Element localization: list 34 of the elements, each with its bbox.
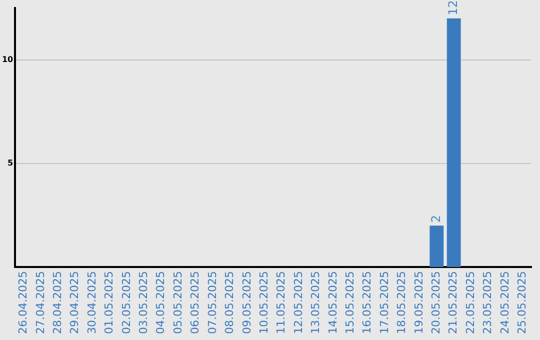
x-tick-label: 10.05.2025 [257, 271, 270, 334]
x-tick-label: 17.05.2025 [378, 271, 391, 334]
x-tick-label: 29.04.2025 [68, 271, 82, 334]
x-tick-label: 13.05.2025 [309, 271, 322, 334]
x-tick-label: 01.05.2025 [102, 271, 116, 334]
x-tick-label: 22.05.2025 [464, 271, 477, 334]
x-tick-label: 28.04.2025 [51, 271, 64, 334]
data-label: 2 [428, 214, 443, 223]
x-tick-label: 08.05.2025 [223, 271, 236, 334]
x-tick-label: 23.05.2025 [481, 271, 494, 334]
x-tick-label: 07.05.2025 [206, 271, 219, 334]
x-tick-label: 24.05.2025 [498, 271, 512, 334]
x-tick-label: 30.04.2025 [85, 271, 98, 334]
x-tick-label: 11.05.2025 [274, 271, 288, 334]
x-tick-label: 05.05.2025 [171, 271, 184, 334]
x-tick-label: 16.05.2025 [360, 271, 374, 334]
x-tick-label: 14.05.2025 [326, 271, 340, 334]
x-tick-label: 26.04.2025 [16, 271, 30, 334]
y-tick-label: 10 [2, 54, 14, 64]
y-tick-label: 5 [8, 158, 14, 168]
x-tick-label: 12.05.2025 [292, 271, 305, 334]
x-tick-label: 20.05.2025 [430, 271, 443, 334]
x-tick-label: 15.05.2025 [343, 271, 356, 334]
x-tick-label: 27.04.2025 [34, 271, 47, 334]
x-tick-label: 04.05.2025 [154, 271, 168, 334]
x-tick-label: 02.05.2025 [120, 271, 133, 334]
x-tick-label: 09.05.2025 [240, 271, 254, 334]
x-tick-label: 21.05.2025 [446, 271, 460, 334]
x-tick-label: 18.05.2025 [395, 271, 408, 334]
x-tick-label: 19.05.2025 [412, 271, 426, 334]
x-tick-label: 03.05.2025 [137, 271, 150, 334]
x-tick-label: 25.05.2025 [516, 271, 529, 334]
data-label: 12 [446, 0, 460, 16]
x-tick-label: 06.05.2025 [188, 271, 202, 334]
